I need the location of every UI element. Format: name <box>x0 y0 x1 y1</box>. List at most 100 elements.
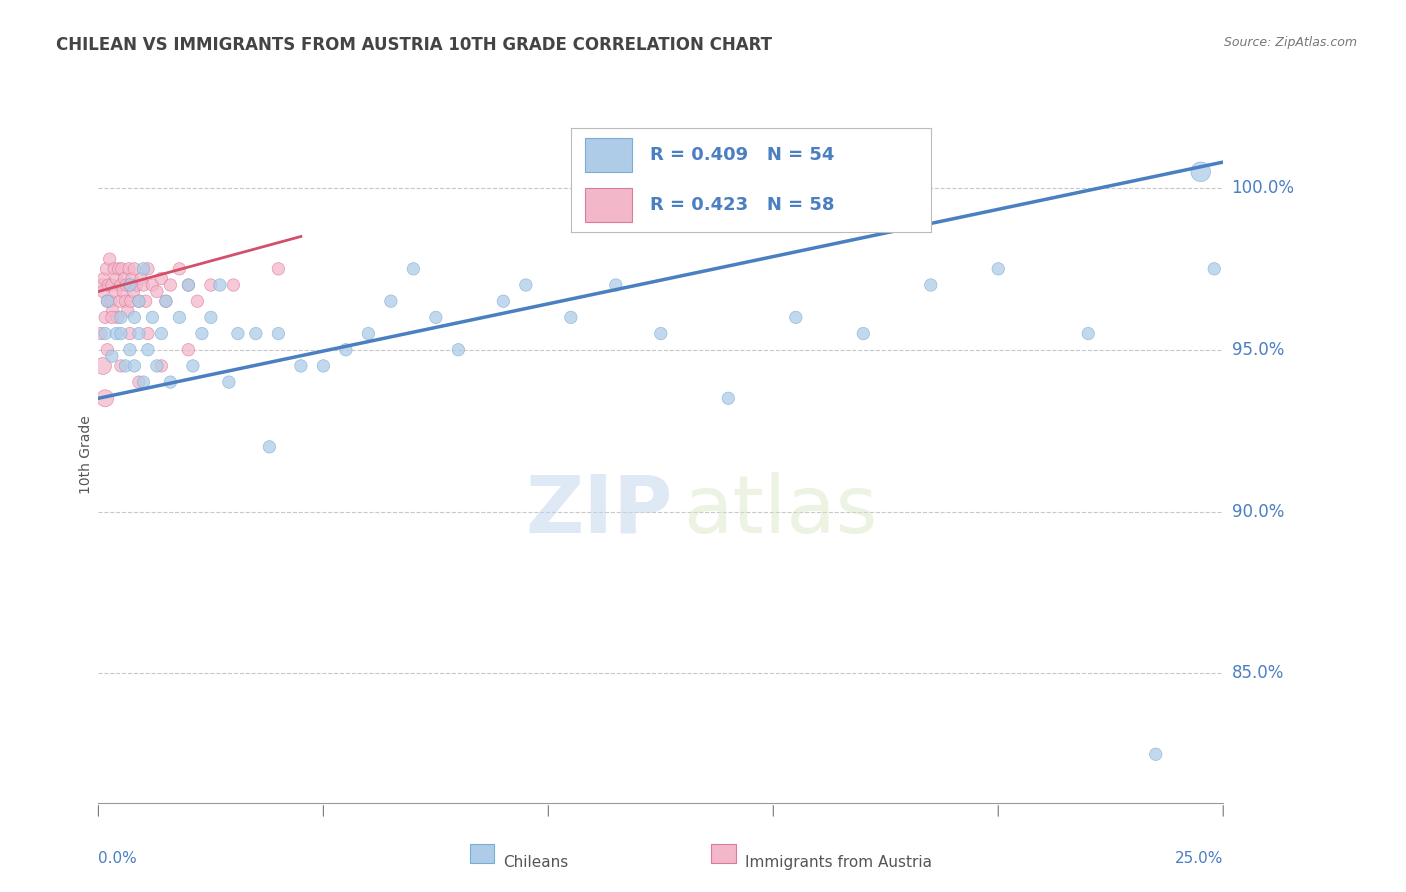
Point <box>94 310 117 325</box>
Text: 25.0%: 25.0% <box>1175 851 1223 866</box>
Point <box>560 310 582 325</box>
Point <box>605 278 627 293</box>
Point <box>124 261 146 276</box>
Point <box>141 310 163 325</box>
Point <box>169 261 191 276</box>
Point <box>200 310 222 325</box>
Point <box>105 271 128 285</box>
Point <box>128 294 150 309</box>
Point <box>259 440 281 454</box>
Point <box>425 310 447 325</box>
Point <box>100 294 122 309</box>
Point <box>402 261 425 276</box>
Point <box>357 326 380 341</box>
Point <box>128 375 150 389</box>
Point <box>111 261 134 276</box>
Point <box>515 278 537 293</box>
Point <box>129 271 152 285</box>
Point <box>920 278 942 293</box>
Point <box>128 294 150 309</box>
Point <box>1144 747 1167 762</box>
Point <box>132 278 155 293</box>
Point <box>112 285 135 299</box>
Point <box>94 326 117 341</box>
Point <box>124 359 146 373</box>
Point <box>290 359 312 373</box>
Point <box>136 326 159 341</box>
Point <box>208 278 231 293</box>
Point <box>447 343 470 357</box>
Bar <box>711 844 737 863</box>
Point <box>150 326 173 341</box>
Text: 95.0%: 95.0% <box>1232 341 1284 359</box>
Text: Chileans: Chileans <box>503 855 568 870</box>
Point <box>118 261 141 276</box>
Bar <box>470 844 495 863</box>
Point <box>128 326 150 341</box>
Point <box>132 375 155 389</box>
Point <box>96 343 118 357</box>
Point <box>93 271 115 285</box>
Point <box>97 278 120 293</box>
Point <box>101 349 124 363</box>
Y-axis label: 10th Grade: 10th Grade <box>79 416 93 494</box>
Text: 85.0%: 85.0% <box>1232 665 1284 682</box>
Point <box>1189 165 1212 179</box>
Point <box>110 326 132 341</box>
Point <box>169 310 191 325</box>
Point <box>146 285 169 299</box>
Point <box>118 343 141 357</box>
Point <box>200 278 222 293</box>
Point <box>1077 326 1099 341</box>
Point <box>98 252 121 267</box>
Point <box>177 343 200 357</box>
Point <box>96 294 118 309</box>
Point <box>267 326 290 341</box>
Point <box>118 278 141 293</box>
Point <box>91 359 114 373</box>
Point <box>222 278 245 293</box>
Point <box>267 261 290 276</box>
Point <box>159 375 181 389</box>
Point <box>1204 261 1226 276</box>
Text: 100.0%: 100.0% <box>1232 179 1295 197</box>
Point <box>118 278 141 293</box>
Point <box>101 278 124 293</box>
Point <box>114 271 136 285</box>
Text: atlas: atlas <box>683 472 877 549</box>
Point <box>150 271 173 285</box>
Point <box>110 310 132 325</box>
Point <box>122 285 145 299</box>
Point <box>141 278 163 293</box>
Point <box>110 278 132 293</box>
Point <box>110 359 132 373</box>
Point <box>177 278 200 293</box>
Point <box>91 278 114 293</box>
Point <box>150 359 173 373</box>
Point <box>852 326 875 341</box>
Point <box>115 278 138 293</box>
Text: Immigrants from Austria: Immigrants from Austria <box>745 855 932 870</box>
Point <box>136 343 159 357</box>
Point <box>94 392 117 406</box>
Point <box>335 343 357 357</box>
Point <box>650 326 672 341</box>
Point <box>181 359 204 373</box>
Point <box>91 285 114 299</box>
Point <box>104 285 127 299</box>
Text: Source: ZipAtlas.com: Source: ZipAtlas.com <box>1223 36 1357 49</box>
Point <box>245 326 267 341</box>
Point <box>96 261 118 276</box>
Point <box>105 310 128 325</box>
Point <box>101 304 124 318</box>
Point <box>103 261 125 276</box>
Point <box>105 326 128 341</box>
Point <box>108 294 131 309</box>
Point <box>785 310 807 325</box>
Point <box>135 294 157 309</box>
Point <box>380 294 402 309</box>
Point <box>159 278 181 293</box>
Point <box>118 326 141 341</box>
Point <box>146 359 169 373</box>
Point <box>125 278 148 293</box>
